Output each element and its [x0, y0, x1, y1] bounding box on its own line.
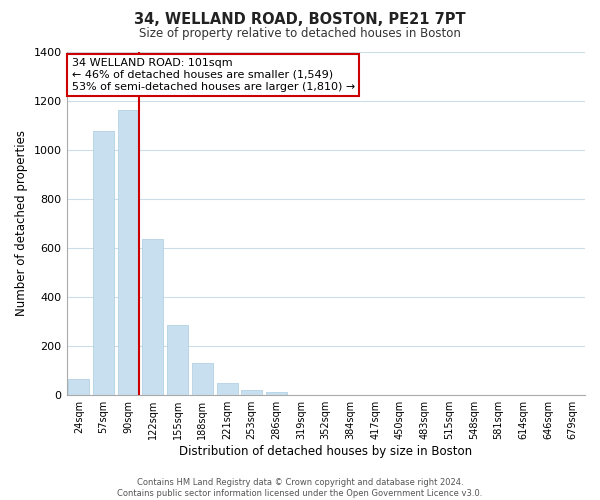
Text: 34 WELLAND ROAD: 101sqm
← 46% of detached houses are smaller (1,549)
53% of semi: 34 WELLAND ROAD: 101sqm ← 46% of detache… — [72, 58, 355, 92]
Text: Contains HM Land Registry data © Crown copyright and database right 2024.
Contai: Contains HM Land Registry data © Crown c… — [118, 478, 482, 498]
Bar — [241, 390, 262, 394]
Text: 34, WELLAND ROAD, BOSTON, PE21 7PT: 34, WELLAND ROAD, BOSTON, PE21 7PT — [134, 12, 466, 28]
Y-axis label: Number of detached properties: Number of detached properties — [15, 130, 28, 316]
Text: Size of property relative to detached houses in Boston: Size of property relative to detached ho… — [139, 28, 461, 40]
Bar — [266, 392, 287, 394]
Bar — [93, 131, 114, 394]
X-axis label: Distribution of detached houses by size in Boston: Distribution of detached houses by size … — [179, 444, 472, 458]
Bar — [217, 383, 238, 394]
Bar — [167, 325, 188, 394]
Bar — [142, 239, 163, 394]
Bar — [192, 363, 213, 394]
Bar — [118, 110, 139, 395]
Bar — [68, 379, 89, 394]
